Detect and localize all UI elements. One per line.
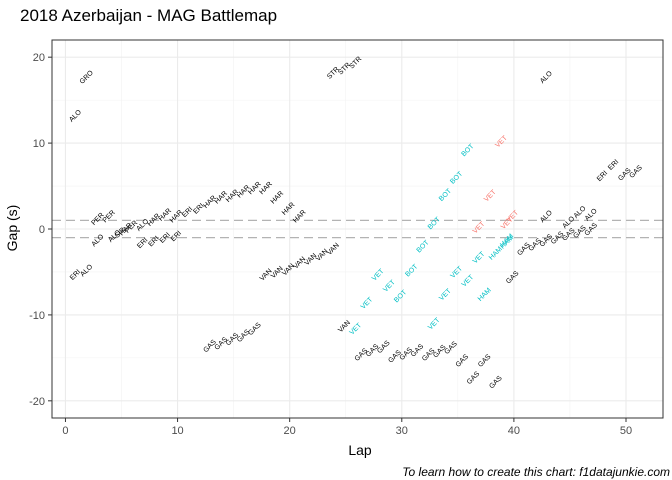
driver-label: VET — [360, 296, 375, 311]
driver-label: BOT — [449, 170, 465, 186]
driver-label: GAS — [488, 375, 504, 391]
driver-label: ERI — [170, 230, 183, 243]
driver-label: GAS — [443, 340, 459, 356]
y-tick-label: 10 — [33, 138, 45, 150]
y-axis-label: Gap (s) — [4, 205, 20, 252]
driver-label: VET — [449, 265, 464, 280]
driver-label: HAR — [292, 209, 307, 224]
y-tick-label: -20 — [29, 396, 45, 408]
driver-label: BOT — [460, 143, 476, 159]
driver-label: GAS — [628, 164, 644, 180]
driver-label: HAR — [258, 181, 273, 196]
driver-label: GAS — [466, 370, 482, 386]
driver-label: ALO — [68, 108, 83, 123]
driver-label: VET — [483, 188, 498, 203]
chart-caption: To learn how to create this chart: f1dat… — [402, 465, 670, 479]
driver-label: BOT — [438, 187, 454, 203]
chart-title: 2018 Azerbaijan - MAG Battlemap — [20, 6, 277, 25]
driver-label: ERI — [596, 170, 609, 183]
driver-label: BOT — [404, 263, 420, 279]
driver-label: VAN — [326, 242, 341, 257]
plot-panel — [52, 40, 663, 418]
driver-label: ERI — [181, 206, 194, 219]
x-axis-label: Lap — [348, 442, 372, 458]
driver-label: ALO — [79, 263, 94, 278]
driver-label: VET — [382, 279, 397, 294]
driver-label: GAS — [376, 339, 392, 355]
driver-label: VET — [461, 273, 476, 288]
driver-label: VET — [494, 134, 509, 149]
driver-label: GAS — [247, 321, 263, 337]
driver-label: ALO — [539, 209, 554, 224]
driver-label: VET — [472, 250, 487, 265]
driver-label: HAR — [281, 201, 296, 216]
driver-label: ALO — [91, 233, 106, 248]
driver-label: VET — [472, 220, 487, 235]
y-tick-label: 20 — [33, 52, 45, 64]
driver-label: HAM — [477, 287, 493, 303]
y-tick-label: 0 — [39, 224, 45, 236]
y-tick-label: -10 — [29, 310, 45, 322]
axes: 0 10 20 30 40 50 -20 -10 0 10 20 — [29, 39, 664, 437]
driver-label: HAR — [270, 190, 285, 205]
driver-label: VET — [438, 287, 453, 302]
driver-label: PER — [102, 209, 117, 224]
driver-label: GRO — [79, 69, 96, 86]
driver-label: GAS — [477, 353, 493, 369]
driver-label: STR — [348, 56, 363, 71]
driver-label: ERI — [607, 159, 620, 172]
x-tick-label: 10 — [171, 425, 183, 437]
x-tick-label: 40 — [508, 425, 520, 437]
x-tick-label: 0 — [62, 425, 68, 437]
driver-label: GAS — [455, 353, 471, 369]
panel-border — [51, 39, 664, 419]
x-tick-label: 50 — [620, 425, 632, 437]
driver-label: ALO — [539, 70, 554, 85]
x-tick-label: 20 — [284, 425, 296, 437]
driver-label: BOT — [416, 239, 432, 255]
driver-label: VET — [371, 267, 386, 282]
driver-label: VET — [427, 316, 442, 331]
x-tick-label: 30 — [396, 425, 408, 437]
driver-label: BOT — [393, 289, 409, 305]
